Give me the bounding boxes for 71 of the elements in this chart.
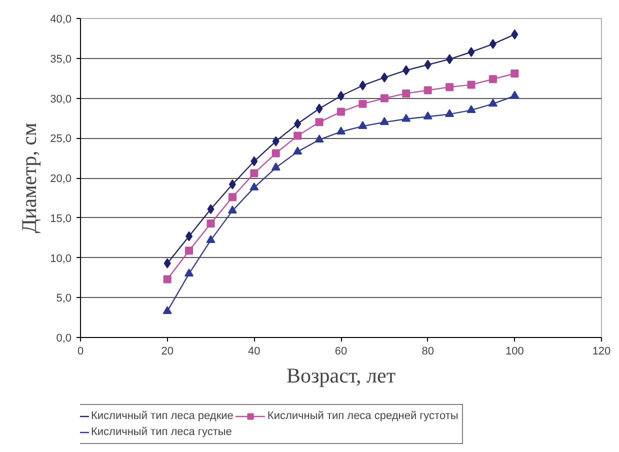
point — [250, 182, 259, 190]
legend-label: Кисличный тип леса густые — [91, 425, 232, 439]
point — [272, 136, 280, 146]
y-tick-label: 10,0 — [50, 252, 72, 265]
point — [206, 235, 216, 244]
point — [228, 179, 236, 190]
point — [466, 105, 476, 114]
x-tick-label: 40 — [248, 346, 260, 358]
point — [467, 80, 476, 89]
point — [294, 132, 302, 140]
point — [424, 86, 432, 94]
y-tick-label: 15,0 — [50, 212, 72, 225]
legend-label: Кисличный тип леса редкие — [91, 409, 234, 423]
point — [315, 118, 324, 126]
point — [358, 121, 368, 129]
x-tick-label: 100 — [505, 346, 524, 358]
point — [206, 219, 215, 228]
x-tick-label: 0 — [77, 346, 84, 358]
point — [445, 109, 454, 118]
point — [250, 156, 258, 166]
point — [446, 83, 454, 92]
x-axis-title: Возраст, лет — [286, 364, 396, 388]
point — [380, 117, 389, 125]
point — [380, 72, 388, 83]
point — [316, 104, 323, 114]
point — [207, 204, 214, 214]
point — [163, 275, 172, 284]
y-tick-label: 5,0 — [56, 292, 72, 305]
point — [162, 306, 172, 314]
point — [336, 126, 346, 135]
point — [488, 98, 498, 107]
point — [402, 114, 411, 122]
x-tick-label: 120 — [592, 346, 611, 358]
point — [294, 118, 302, 129]
x-tick-label: 20 — [161, 346, 174, 358]
point — [358, 100, 367, 108]
point — [488, 75, 497, 84]
point — [510, 70, 519, 78]
point — [380, 94, 388, 102]
point — [186, 231, 193, 242]
point — [402, 65, 410, 76]
point — [228, 206, 237, 214]
y-tick-label: 35,0 — [50, 53, 72, 66]
point — [272, 149, 280, 158]
point — [293, 146, 302, 154]
point — [164, 258, 171, 268]
point — [314, 134, 324, 143]
y-tick-label: 20,0 — [50, 173, 72, 185]
point — [337, 108, 345, 116]
y-tick-label: 0,0 — [56, 332, 72, 344]
point — [423, 111, 432, 120]
x-tick-label: 60 — [334, 346, 348, 358]
point — [446, 54, 454, 64]
point — [424, 60, 432, 70]
point — [250, 169, 258, 178]
point — [468, 46, 475, 57]
point — [510, 90, 520, 99]
point — [402, 89, 410, 98]
y-axis-title: Диаметр, см — [17, 122, 42, 234]
y-tick-label: 25,0 — [50, 133, 72, 146]
x-tick-label: 80 — [422, 346, 434, 358]
legend-label: Кисличный тип леса средней густоты — [267, 409, 458, 423]
y-tick-label: 30,0 — [50, 93, 72, 106]
point — [511, 29, 518, 40]
point — [228, 193, 236, 202]
point — [271, 162, 280, 170]
point — [489, 39, 496, 50]
point — [185, 246, 194, 255]
point — [359, 80, 366, 90]
point — [184, 268, 194, 277]
y-tick-label: 40,0 — [50, 14, 72, 26]
